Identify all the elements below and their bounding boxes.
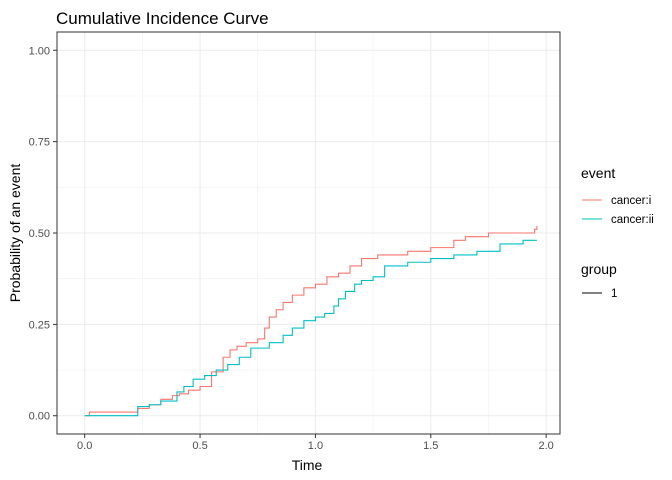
y-tick-label: 0.25: [29, 319, 50, 331]
legend-group-title: group: [581, 261, 617, 277]
y-tick-label: 0.00: [29, 411, 50, 423]
grid: [57, 32, 560, 434]
x-tick-label: 0.0: [77, 440, 92, 452]
legend: event cancer:i cancer:ii group 1: [581, 165, 654, 300]
x-tick-label: 1.5: [423, 440, 438, 452]
x-tick-label: 0.5: [192, 440, 207, 452]
series-line-cancer-i: [84, 225, 538, 417]
legend-label-group-1: 1: [611, 288, 617, 300]
legend-label-cancer-ii: cancer:ii: [611, 214, 654, 226]
x-tick-label: 2.0: [539, 440, 554, 452]
x-tick-label: 1.0: [308, 440, 323, 452]
x-axis-title: Time: [292, 457, 323, 473]
legend-label-cancer-i: cancer:i: [611, 195, 651, 207]
axis-ticks: 0.0 0.5 1.0 1.5 2.0 0.00 0.25 0.50 0.75 1.00: [29, 45, 554, 452]
y-tick-label: 1.00: [29, 45, 50, 57]
chart-title: Cumulative Incidence Curve: [56, 9, 269, 28]
y-axis-title: Probability of an event: [7, 164, 23, 303]
y-tick-label: 0.75: [29, 137, 50, 149]
legend-event-title: event: [581, 165, 615, 181]
series-lines: [84, 225, 538, 417]
y-tick-label: 0.50: [29, 228, 50, 240]
series-line-cancer-ii: [84, 239, 537, 417]
